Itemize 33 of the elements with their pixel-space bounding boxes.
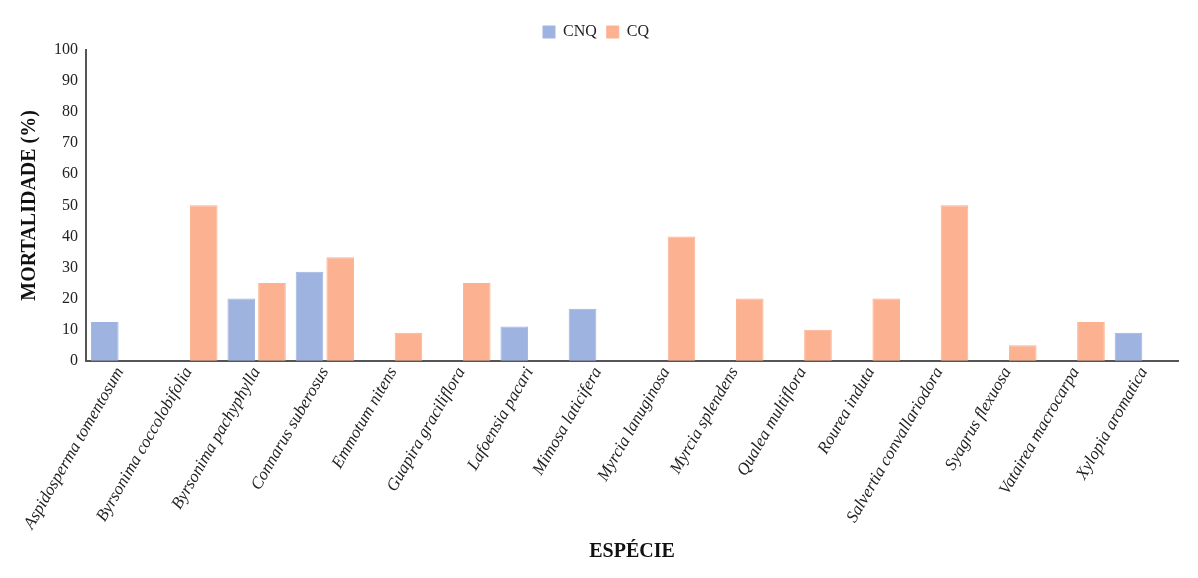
- bar: [804, 329, 832, 361]
- y-tick-label: 0: [70, 350, 78, 368]
- y-tick-label: 10: [62, 319, 78, 337]
- legend-label: CQ: [626, 22, 650, 40]
- bar: [326, 257, 355, 361]
- y-tick-label: 30: [62, 257, 78, 275]
- y-tick-label: 100: [54, 40, 78, 58]
- bar: [568, 308, 597, 361]
- bar: [1114, 332, 1143, 361]
- y-tick-label: 80: [62, 102, 78, 120]
- bar: [189, 205, 218, 361]
- bar: [394, 332, 423, 361]
- y-tick-label: 90: [62, 71, 78, 89]
- bar: [462, 283, 491, 361]
- bar: [1077, 321, 1105, 361]
- y-tick-label: 40: [62, 226, 78, 244]
- bar: [295, 271, 324, 361]
- bar: [500, 326, 529, 361]
- y-tick-label: 50: [62, 195, 78, 213]
- bar: [872, 298, 901, 361]
- bar: [258, 283, 286, 361]
- y-tick-label: 60: [62, 164, 78, 182]
- bar: [1008, 345, 1037, 361]
- bar: [227, 298, 256, 361]
- bar: [667, 236, 696, 361]
- y-axis-title: MORTALIDADE (%): [17, 110, 41, 301]
- legend-label: CNQ: [563, 22, 598, 40]
- y-tick-label: 20: [62, 288, 78, 306]
- y-tick-label: 70: [62, 133, 78, 151]
- bar: [735, 298, 764, 361]
- bar: [940, 205, 969, 361]
- bar: [90, 321, 119, 361]
- x-axis-title: ESPÉCIE: [589, 539, 675, 562]
